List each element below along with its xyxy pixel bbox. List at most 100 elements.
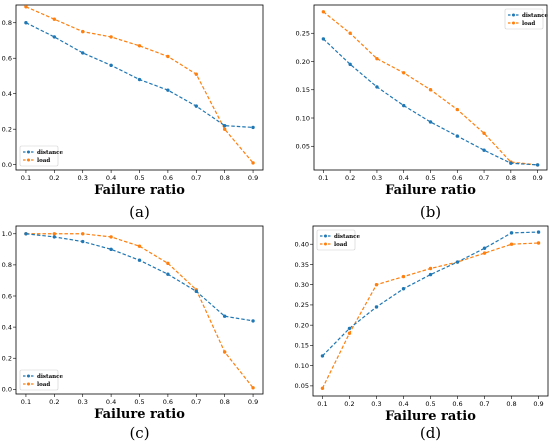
x-tick-label: 0.6: [163, 398, 173, 406]
data-point: [52, 232, 57, 236]
data-point: [109, 35, 113, 39]
data-point: [109, 247, 113, 252]
x-tick-label: 0.5: [425, 174, 435, 182]
data-point: [81, 51, 85, 55]
series-line: [25, 233, 254, 389]
data-point: [401, 287, 406, 291]
data-point: [536, 241, 541, 245]
data-point: [222, 314, 227, 318]
legend-marker: [27, 374, 30, 378]
y-tick-label: 0.10: [296, 114, 310, 122]
data-point: [320, 386, 325, 391]
data-point: [251, 125, 255, 130]
data-point: [137, 77, 142, 82]
y-tick-label: 0.15: [295, 342, 309, 350]
legend-label: load: [334, 242, 347, 248]
data-point: [401, 274, 406, 279]
x-axis-label: Failure ratio: [385, 183, 476, 198]
legend-marker: [324, 242, 327, 246]
y-tick-label: 0.40: [295, 241, 309, 249]
x-tick-label: 0.3: [78, 398, 88, 406]
x-tick-label: 0.9: [532, 174, 542, 182]
data-point: [137, 258, 142, 262]
data-point: [482, 131, 486, 135]
data-point: [535, 163, 540, 167]
data-point: [428, 120, 433, 124]
y-tick-label: 0.25: [296, 30, 310, 38]
chart-panel: 0.1 0.2 0.3 0.4 0.5 0.6 0.7 0.8 0.9 0.0 0.2 0.4 0.6 0…: [2, 225, 264, 442]
x-tick-label: 0.9: [248, 398, 258, 406]
x-tick-label: 0.4: [399, 174, 409, 182]
x-tick-label: 0.5: [134, 174, 144, 182]
x-tick-label: 0.3: [372, 174, 382, 182]
legend-marker: [324, 234, 327, 238]
data-point: [52, 235, 57, 239]
y-tick-label: 0.25: [295, 301, 309, 309]
data-point: [194, 72, 198, 76]
y-tick-label: 0.10: [295, 362, 309, 370]
series-line: [25, 22, 254, 129]
x-tick-label: 0.7: [479, 400, 489, 408]
y-tick-label: 0.0: [2, 386, 12, 394]
x-tick-label: 0.6: [452, 400, 462, 408]
data-point: [251, 386, 255, 390]
data-point: [347, 326, 352, 331]
panel-label: (b): [420, 203, 441, 221]
data-point: [509, 242, 514, 246]
data-point: [402, 103, 406, 108]
data-point: [428, 88, 433, 92]
data-point: [222, 350, 227, 354]
data-point: [348, 62, 352, 67]
chart-panel: 0.1 0.2 0.3 0.4 0.5 0.6 0.7 0.8 0.9 0.0 0.2 0.4 0.6 0…: [2, 4, 264, 221]
x-tick-label: 0.2: [49, 398, 59, 406]
y-tick-label: 0.2: [2, 125, 12, 133]
data-point: [137, 244, 142, 248]
y-tick-label: 0.8: [2, 19, 12, 27]
data-point: [222, 123, 227, 128]
x-tick-label: 0.1: [21, 398, 31, 406]
data-point: [347, 331, 352, 335]
data-point: [166, 54, 170, 59]
data-point: [222, 127, 227, 131]
legend-marker: [27, 150, 30, 154]
x-tick-label: 0.3: [78, 174, 88, 182]
data-point: [194, 104, 198, 108]
x-tick-label: 0.1: [318, 174, 328, 182]
data-point: [166, 88, 170, 92]
data-point: [320, 354, 325, 358]
y-tick-label: 0.4: [2, 90, 12, 98]
plot-frame: [15, 225, 264, 395]
y-tick-label: 0.8: [2, 261, 12, 269]
y-tick-label: 0.6: [2, 55, 12, 63]
data-point: [375, 56, 379, 61]
plot-frame: [313, 4, 548, 171]
legend-label: load: [37, 382, 50, 388]
y-tick-label: 1.0: [2, 230, 12, 238]
x-axis-label: Failure ratio: [94, 407, 185, 422]
x-tick-label: 0.5: [425, 400, 435, 408]
data-point: [137, 44, 142, 48]
data-point: [482, 148, 486, 152]
x-tick-label: 0.7: [191, 174, 201, 182]
legend-marker: [512, 13, 515, 17]
data-point: [402, 71, 406, 75]
y-tick-label: 0.0: [2, 161, 12, 169]
data-point: [166, 261, 170, 266]
panel-label: (a): [129, 203, 150, 221]
y-tick-label: 0.05: [296, 143, 310, 151]
y-tick-label: 0.05: [295, 382, 309, 390]
y-tick-label: 0.35: [295, 261, 309, 269]
y-tick-label: 0.6: [2, 292, 12, 300]
data-point: [348, 31, 352, 35]
legend-label: load: [37, 158, 50, 164]
x-tick-label: 0.2: [49, 174, 59, 182]
legend: distance load: [504, 8, 548, 30]
legend-marker: [27, 382, 30, 386]
y-tick-label: 0.4: [2, 323, 12, 331]
x-tick-label: 0.8: [220, 398, 230, 406]
chart-panel: 0.1 0.2 0.3 0.4 0.5 0.6 0.7 0.8 0.9 0.05 0.10 0.15 0…: [295, 225, 549, 442]
series-line: [25, 6, 254, 164]
data-point: [81, 29, 85, 34]
x-tick-label: 0.7: [479, 174, 489, 182]
